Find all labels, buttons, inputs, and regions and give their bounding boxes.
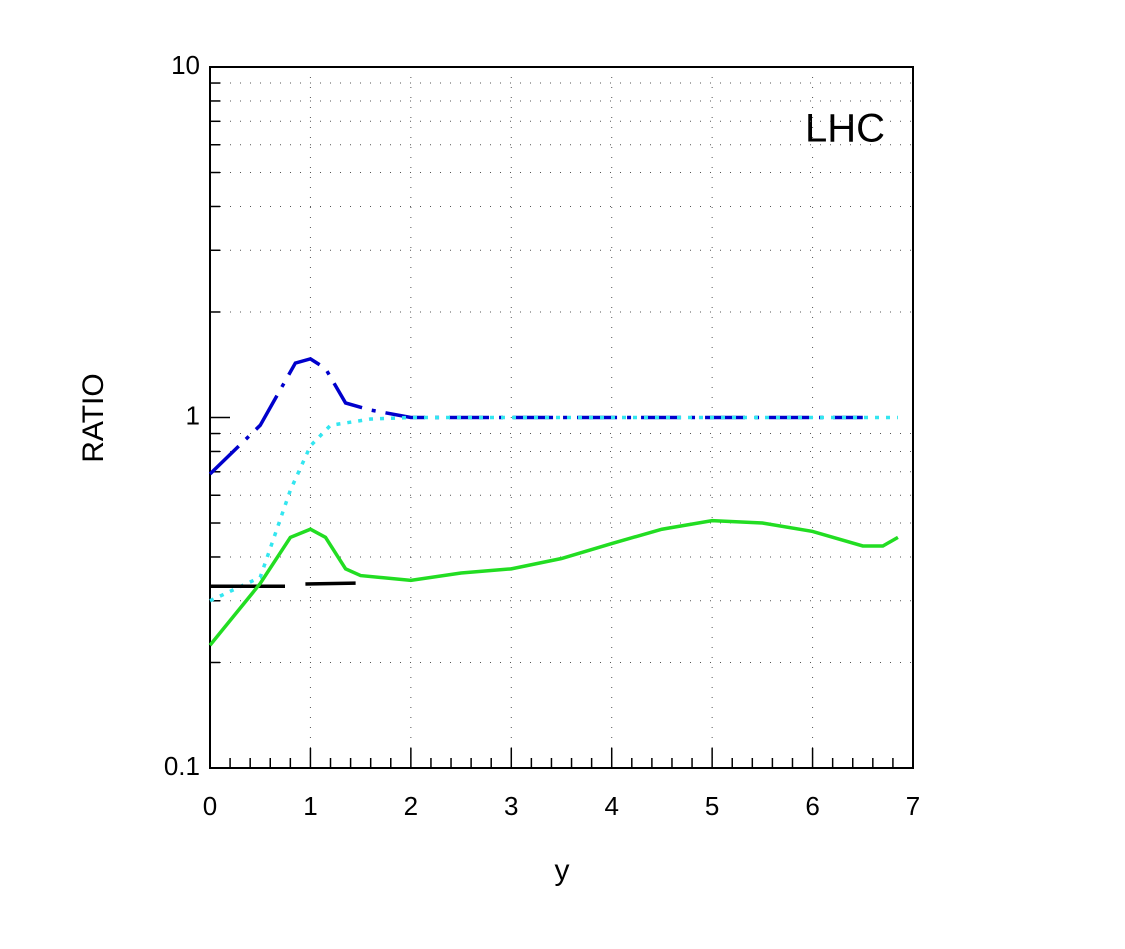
- series-line: [209, 415, 898, 603]
- series-line: [208, 518, 899, 647]
- y-tick-label: 10: [171, 50, 200, 80]
- x-tick-label: 5: [705, 791, 719, 821]
- series-line: [305, 581, 356, 586]
- x-tick-label: 3: [504, 791, 518, 821]
- x-tick-label: 4: [604, 791, 618, 821]
- y-tick-label: 1: [186, 400, 200, 430]
- x-tick-label: 0: [203, 791, 217, 821]
- annotation: LHC: [805, 107, 885, 151]
- x-tick-label: 6: [805, 791, 819, 821]
- y-tick-label: 0.1: [164, 751, 200, 781]
- plot-frame: [209, 66, 914, 769]
- x-tick-label: 2: [404, 791, 418, 821]
- y-axis-label: RATIO: [77, 373, 110, 462]
- x-tick-label: 7: [906, 791, 920, 821]
- x-tick-label: 1: [303, 791, 317, 821]
- x-axis-label: y: [555, 854, 570, 887]
